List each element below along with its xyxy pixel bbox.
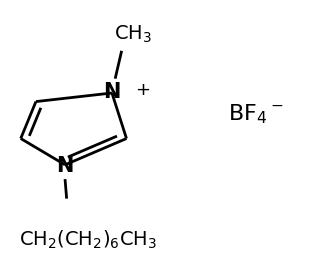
Text: BF$_4$$^-$: BF$_4$$^-$ [228,103,283,127]
Text: CH$_3$: CH$_3$ [114,23,152,44]
Text: +: + [135,81,150,99]
Text: CH$_2$(CH$_2$)$_6$CH$_3$: CH$_2$(CH$_2$)$_6$CH$_3$ [18,228,157,251]
Text: N: N [103,82,121,102]
Text: N: N [56,156,74,176]
